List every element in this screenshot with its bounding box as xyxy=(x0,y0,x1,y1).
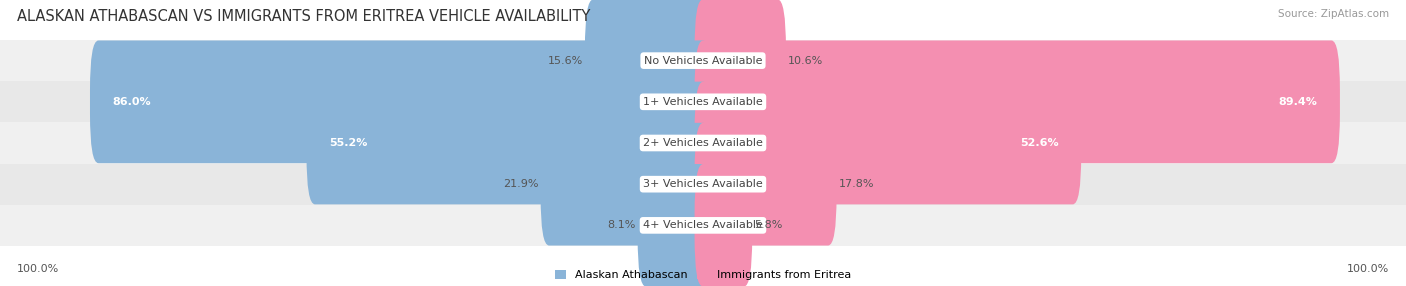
Legend: Alaskan Athabascan, Immigrants from Eritrea: Alaskan Athabascan, Immigrants from Erit… xyxy=(555,270,851,281)
FancyBboxPatch shape xyxy=(695,0,786,122)
Text: 21.9%: 21.9% xyxy=(503,179,538,189)
Text: 89.4%: 89.4% xyxy=(1278,97,1317,107)
Text: No Vehicles Available: No Vehicles Available xyxy=(644,56,762,65)
Text: 52.6%: 52.6% xyxy=(1021,138,1059,148)
Text: 4+ Vehicles Available: 4+ Vehicles Available xyxy=(643,221,763,230)
FancyBboxPatch shape xyxy=(695,40,1340,163)
Text: 55.2%: 55.2% xyxy=(329,138,367,148)
FancyBboxPatch shape xyxy=(0,40,1406,81)
FancyBboxPatch shape xyxy=(0,205,1406,246)
Text: ALASKAN ATHABASCAN VS IMMIGRANTS FROM ERITREA VEHICLE AVAILABILITY: ALASKAN ATHABASCAN VS IMMIGRANTS FROM ER… xyxy=(17,9,591,23)
Text: 3+ Vehicles Available: 3+ Vehicles Available xyxy=(643,179,763,189)
Text: 2+ Vehicles Available: 2+ Vehicles Available xyxy=(643,138,763,148)
FancyBboxPatch shape xyxy=(90,40,711,163)
FancyBboxPatch shape xyxy=(695,164,752,286)
Text: 1+ Vehicles Available: 1+ Vehicles Available xyxy=(643,97,763,107)
Text: 5.8%: 5.8% xyxy=(754,221,783,230)
Text: Source: ZipAtlas.com: Source: ZipAtlas.com xyxy=(1278,9,1389,19)
Text: 17.8%: 17.8% xyxy=(838,179,875,189)
FancyBboxPatch shape xyxy=(540,123,711,246)
FancyBboxPatch shape xyxy=(695,82,1081,204)
Text: 100.0%: 100.0% xyxy=(17,264,59,274)
Text: 100.0%: 100.0% xyxy=(1347,264,1389,274)
FancyBboxPatch shape xyxy=(0,122,1406,164)
FancyBboxPatch shape xyxy=(695,123,837,246)
Text: 10.6%: 10.6% xyxy=(787,56,824,65)
FancyBboxPatch shape xyxy=(0,81,1406,122)
FancyBboxPatch shape xyxy=(638,164,711,286)
Text: 15.6%: 15.6% xyxy=(547,56,583,65)
Text: 8.1%: 8.1% xyxy=(607,221,636,230)
FancyBboxPatch shape xyxy=(0,164,1406,205)
FancyBboxPatch shape xyxy=(585,0,711,122)
Text: 86.0%: 86.0% xyxy=(112,97,150,107)
FancyBboxPatch shape xyxy=(307,82,711,204)
